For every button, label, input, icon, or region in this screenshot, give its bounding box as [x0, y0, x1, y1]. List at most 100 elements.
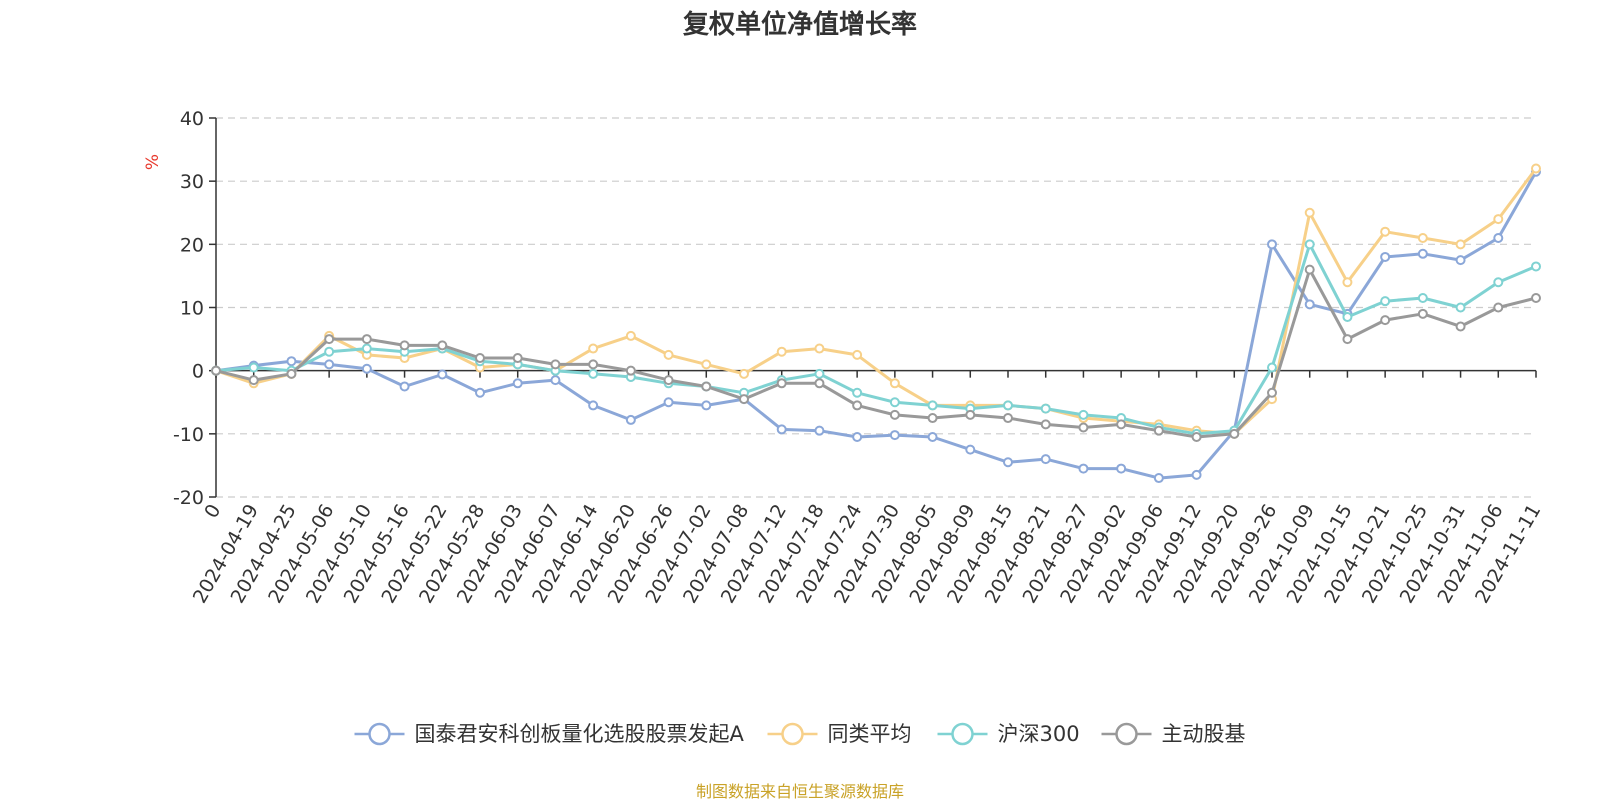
data-point[interactable] — [1455, 255, 1466, 266]
legend-item-2[interactable]: 沪深300 — [937, 722, 1080, 746]
data-point[interactable] — [776, 346, 787, 357]
data-point[interactable] — [927, 413, 938, 424]
data-point[interactable] — [1380, 296, 1391, 307]
data-point[interactable] — [889, 430, 900, 441]
data-point[interactable] — [550, 359, 561, 370]
data-point[interactable] — [1191, 469, 1202, 480]
data-point[interactable] — [1417, 248, 1428, 259]
data-point[interactable] — [1342, 277, 1353, 288]
data-point[interactable] — [965, 409, 976, 420]
data-point[interactable] — [1267, 239, 1277, 250]
legend-item-3[interactable]: 主动股基 — [1101, 722, 1246, 746]
data-point[interactable] — [701, 359, 712, 370]
data-point[interactable] — [927, 400, 938, 411]
data-point[interactable] — [588, 368, 599, 379]
data-point[interactable] — [852, 431, 863, 442]
data-point[interactable] — [1078, 409, 1089, 420]
data-point[interactable] — [1380, 315, 1391, 326]
data-point[interactable] — [1531, 163, 1541, 174]
data-point[interactable] — [588, 359, 599, 370]
data-point[interactable] — [1304, 299, 1315, 310]
data-point[interactable] — [1191, 431, 1202, 442]
data-point[interactable] — [1380, 226, 1391, 237]
data-point[interactable] — [1493, 214, 1504, 225]
data-point[interactable] — [1267, 362, 1277, 373]
legend-item-1[interactable]: 同类平均 — [767, 722, 912, 746]
data-point[interactable] — [701, 381, 712, 392]
data-point[interactable] — [701, 400, 712, 411]
data-point[interactable] — [663, 397, 674, 408]
data-point[interactable] — [1493, 233, 1504, 244]
data-point[interactable] — [324, 346, 335, 357]
data-point[interactable] — [1040, 454, 1051, 465]
data-point[interactable] — [1304, 264, 1315, 275]
data-point[interactable] — [1078, 422, 1089, 433]
data-point[interactable] — [361, 363, 372, 374]
data-point[interactable] — [852, 400, 863, 411]
data-point[interactable] — [1455, 239, 1466, 250]
data-point[interactable] — [1116, 463, 1127, 474]
data-point[interactable] — [1040, 403, 1051, 414]
data-point[interactable] — [1455, 321, 1466, 332]
data-point[interactable] — [1304, 239, 1315, 250]
data-point[interactable] — [814, 425, 825, 436]
data-point[interactable] — [550, 375, 561, 386]
data-point[interactable] — [889, 409, 900, 420]
data-point[interactable] — [1003, 457, 1013, 468]
data-point[interactable] — [1493, 277, 1504, 288]
data-point[interactable] — [1531, 293, 1541, 304]
data-point[interactable] — [852, 349, 863, 360]
data-point[interactable] — [889, 397, 900, 408]
data-point[interactable] — [1342, 311, 1353, 322]
data-point[interactable] — [1078, 463, 1089, 474]
data-point[interactable] — [625, 414, 636, 425]
data-point[interactable] — [1003, 413, 1013, 424]
data-point[interactable] — [814, 368, 825, 379]
data-point[interactable] — [1040, 419, 1051, 430]
data-point[interactable] — [286, 368, 297, 379]
legend-item-0[interactable]: 国泰君安科创板量化选股股票发起A — [354, 722, 745, 746]
data-point[interactable] — [1417, 233, 1428, 244]
data-point[interactable] — [776, 424, 787, 435]
data-point[interactable] — [361, 334, 372, 345]
data-point[interactable] — [1153, 425, 1164, 436]
data-point[interactable] — [512, 378, 523, 389]
data-point[interactable] — [739, 394, 749, 405]
data-point[interactable] — [663, 375, 674, 386]
data-point[interactable] — [1417, 293, 1428, 304]
data-point[interactable] — [739, 368, 749, 379]
data-point[interactable] — [211, 365, 221, 376]
data-point[interactable] — [1116, 419, 1127, 430]
data-point[interactable] — [361, 343, 372, 354]
data-point[interactable] — [1153, 473, 1164, 484]
data-point[interactable] — [1267, 387, 1277, 398]
data-point[interactable] — [776, 378, 787, 389]
data-point[interactable] — [286, 356, 297, 367]
data-point[interactable] — [814, 378, 825, 389]
data-point[interactable] — [927, 431, 938, 442]
data-point[interactable] — [324, 359, 335, 370]
data-point[interactable] — [588, 400, 599, 411]
data-point[interactable] — [1493, 302, 1504, 313]
data-point[interactable] — [1380, 251, 1391, 262]
data-point[interactable] — [437, 340, 448, 351]
data-point[interactable] — [475, 353, 485, 364]
data-point[interactable] — [248, 375, 259, 386]
data-point[interactable] — [1229, 428, 1240, 439]
data-point[interactable] — [1342, 334, 1353, 345]
data-point[interactable] — [437, 369, 448, 380]
data-point[interactable] — [1417, 308, 1428, 319]
data-point[interactable] — [1455, 302, 1466, 313]
data-point[interactable] — [248, 362, 259, 373]
data-point[interactable] — [852, 387, 863, 398]
data-point[interactable] — [814, 343, 825, 354]
data-point[interactable] — [399, 340, 410, 351]
data-point[interactable] — [324, 334, 335, 345]
data-point[interactable] — [1531, 261, 1541, 272]
data-point[interactable] — [889, 378, 900, 389]
data-point[interactable] — [475, 387, 485, 398]
data-point[interactable] — [1304, 207, 1315, 218]
data-point[interactable] — [965, 444, 976, 455]
data-point[interactable] — [663, 349, 674, 360]
data-point[interactable] — [625, 365, 636, 376]
